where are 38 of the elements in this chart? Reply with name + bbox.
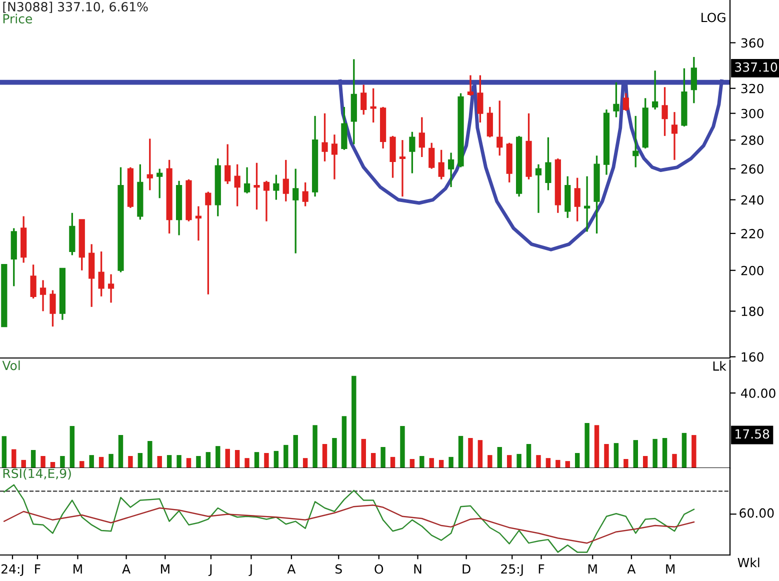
- x-tick-label: N: [414, 564, 422, 574]
- x-tick-label: M: [74, 564, 82, 574]
- y-tick-label: 280: [741, 136, 764, 145]
- text: Wkl: [738, 558, 760, 568]
- x-tick-label: A: [287, 564, 296, 574]
- chart-title: [N3088] 337.10, 6.61%: [3, 2, 148, 13]
- y-tick-label: 300: [741, 108, 764, 118]
- x-tick-label: J: [248, 564, 252, 576]
- y-tick-label: 240: [741, 195, 764, 205]
- y-axis-title: Vol: [2, 360, 20, 370]
- y-tick-label: 320: [741, 84, 764, 94]
- x-tick-label: F: [35, 564, 40, 574]
- x-tick-label: A: [627, 564, 636, 574]
- y-tick-label: 260: [741, 164, 764, 174]
- text: 60.00: [740, 508, 774, 518]
- text: 17.58: [736, 429, 770, 439]
- annotation: LOG: [702, 12, 726, 22]
- x-tick-label: M: [666, 564, 674, 574]
- y-tick-label: 40.00: [741, 388, 776, 398]
- y-tick-label: 200: [741, 266, 764, 276]
- text: 337.10: [735, 62, 778, 72]
- y-axis-title: Price: [3, 14, 32, 24]
- annotation: Lk: [713, 361, 726, 371]
- x-tick-label: D: [462, 564, 470, 574]
- y-tick-label: 220: [741, 228, 764, 238]
- y-tick-label: 360: [741, 38, 764, 48]
- x-tick-label: O: [374, 564, 384, 574]
- y-axis-title: RSI(14,E,9): [3, 468, 71, 480]
- x-tick-label: 25:J: [501, 564, 523, 576]
- x-tick-label: S: [335, 564, 342, 574]
- y-tick-label: 160: [742, 352, 764, 362]
- x-tick-label: F: [538, 564, 544, 574]
- y-tick-label: 180: [742, 306, 764, 316]
- x-tick-label: M: [588, 564, 597, 574]
- x-tick-label: M: [160, 564, 170, 574]
- x-tick-label: J: [208, 564, 212, 576]
- x-tick-label: 24:J: [2, 564, 24, 576]
- x-tick-label: A: [122, 564, 130, 574]
